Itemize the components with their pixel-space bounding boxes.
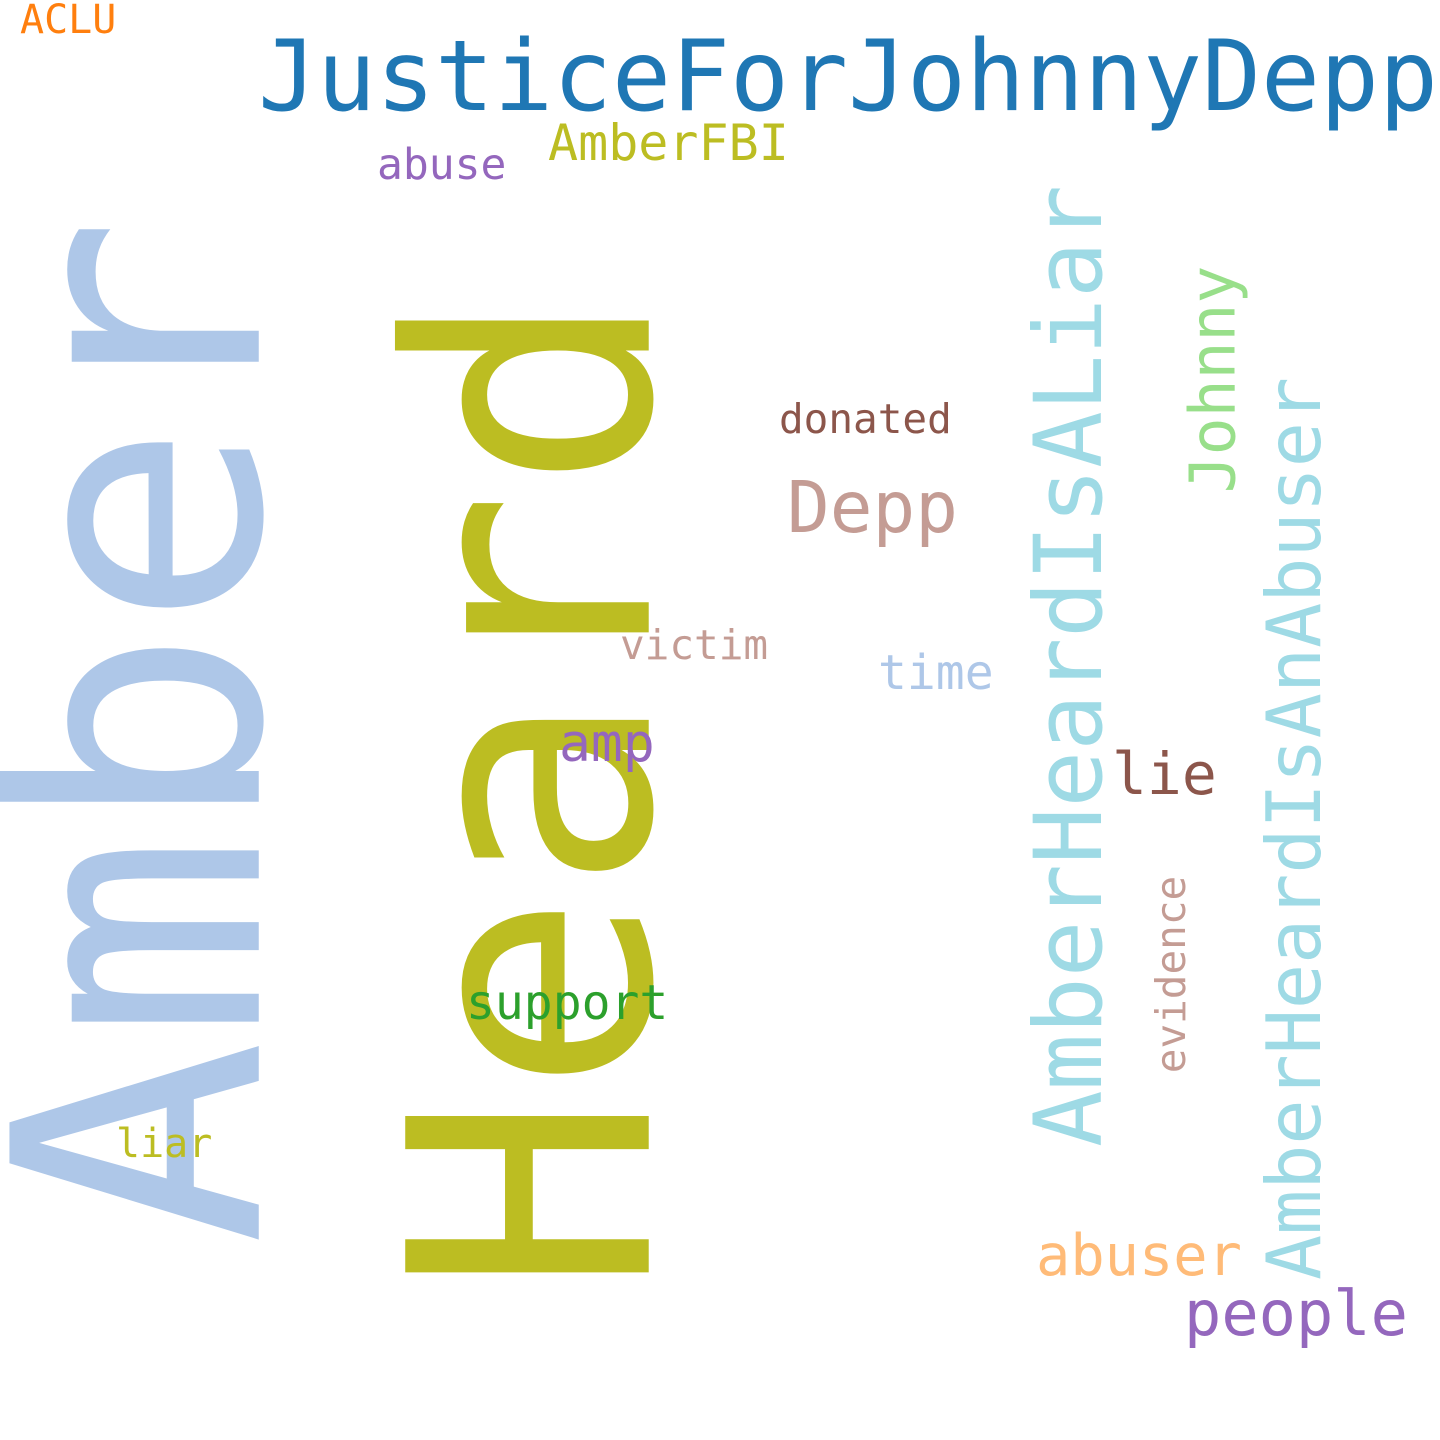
word-liar: liar — [116, 1121, 213, 1167]
word-people: people — [1184, 1277, 1408, 1350]
word-donated: donated — [779, 395, 952, 443]
word-abuse: abuse — [377, 140, 507, 190]
word-amp: amp — [559, 713, 655, 774]
word-heard: Heard — [338, 289, 728, 1295]
word-depp: Depp — [787, 466, 958, 549]
word-abuser: abuser — [1036, 1223, 1242, 1289]
word-victim: victim — [620, 621, 769, 669]
word-amber-heard-is-an-abuser: AmberHeardIsAnAbuser — [1250, 376, 1339, 1281]
word-amber-fbi: AmberFBI — [548, 114, 789, 172]
word-johnny: Johnny — [1176, 265, 1250, 494]
word-justice-for-johnny-depp: JusticeForJohnnyDepp — [258, 20, 1439, 134]
word-time: time — [878, 645, 994, 701]
word-support: support — [466, 975, 669, 1031]
word-lie: lie — [1112, 740, 1217, 808]
word-evidence: evidence — [1147, 875, 1196, 1074]
word-amber: Amber — [0, 216, 340, 1246]
word-amber-heard-is-a-liar: AmberHeardIsALiar — [1015, 184, 1125, 1148]
word-aclu: ACLU — [20, 0, 117, 43]
